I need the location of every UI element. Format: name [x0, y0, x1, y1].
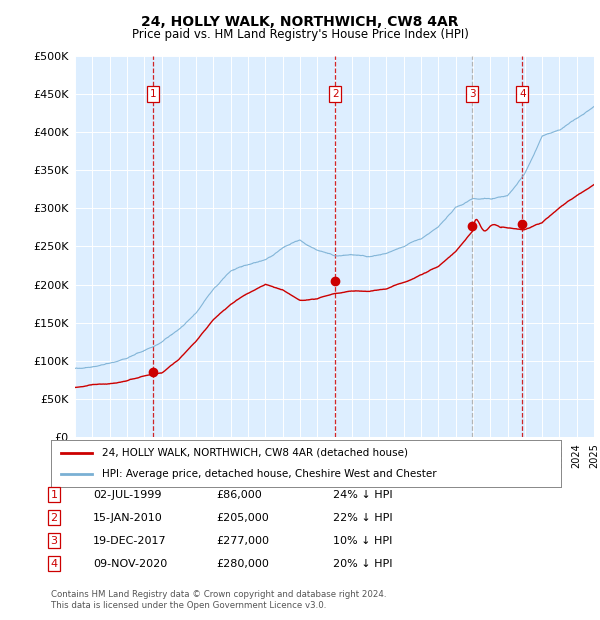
Text: 24, HOLLY WALK, NORTHWICH, CW8 4AR: 24, HOLLY WALK, NORTHWICH, CW8 4AR: [141, 16, 459, 30]
Text: 1: 1: [50, 490, 58, 500]
Text: Contains HM Land Registry data © Crown copyright and database right 2024.
This d: Contains HM Land Registry data © Crown c…: [51, 590, 386, 609]
Text: 1: 1: [149, 89, 156, 99]
Text: £86,000: £86,000: [216, 490, 262, 500]
Text: £277,000: £277,000: [216, 536, 269, 546]
Text: 20% ↓ HPI: 20% ↓ HPI: [333, 559, 392, 569]
Text: HPI: Average price, detached house, Cheshire West and Chester: HPI: Average price, detached house, Ches…: [102, 469, 437, 479]
Text: £205,000: £205,000: [216, 513, 269, 523]
Text: 15-JAN-2010: 15-JAN-2010: [93, 513, 163, 523]
Text: 22% ↓ HPI: 22% ↓ HPI: [333, 513, 392, 523]
Text: 02-JUL-1999: 02-JUL-1999: [93, 490, 161, 500]
Text: 10% ↓ HPI: 10% ↓ HPI: [333, 536, 392, 546]
Text: Price paid vs. HM Land Registry's House Price Index (HPI): Price paid vs. HM Land Registry's House …: [131, 28, 469, 41]
Text: 4: 4: [519, 89, 526, 99]
Text: 09-NOV-2020: 09-NOV-2020: [93, 559, 167, 569]
Text: £280,000: £280,000: [216, 559, 269, 569]
Text: 2: 2: [332, 89, 338, 99]
Text: 24% ↓ HPI: 24% ↓ HPI: [333, 490, 392, 500]
Text: 4: 4: [50, 559, 58, 569]
Text: 24, HOLLY WALK, NORTHWICH, CW8 4AR (detached house): 24, HOLLY WALK, NORTHWICH, CW8 4AR (deta…: [102, 448, 408, 458]
Text: 3: 3: [50, 536, 58, 546]
Text: 19-DEC-2017: 19-DEC-2017: [93, 536, 167, 546]
Text: 2: 2: [50, 513, 58, 523]
Text: 3: 3: [469, 89, 476, 99]
